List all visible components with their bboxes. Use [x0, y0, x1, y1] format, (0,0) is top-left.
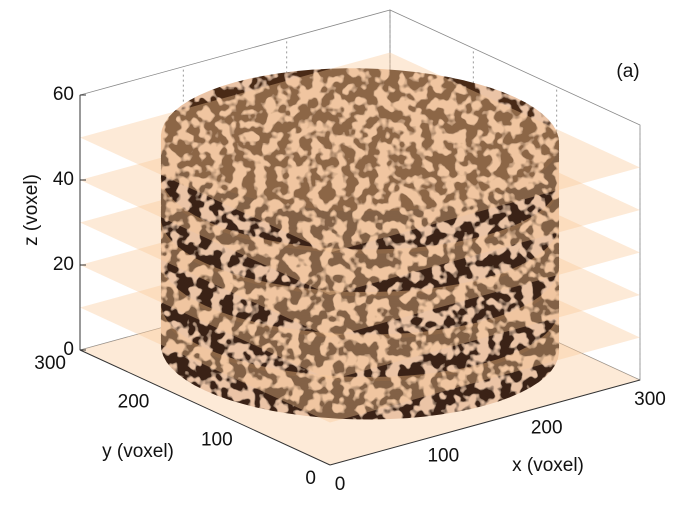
- x-tick-label: 300: [634, 389, 666, 410]
- z-axis-label: z (voxel): [21, 174, 42, 246]
- x-tick-label: 0: [335, 474, 346, 495]
- y-tick-label: 100: [201, 430, 233, 451]
- y-tick-label: 0: [305, 468, 316, 489]
- z-tick-label: 60: [53, 84, 74, 105]
- z-tick-label: 20: [53, 254, 74, 275]
- x-tick-label: 100: [427, 446, 459, 467]
- z-tick-label: 40: [53, 169, 74, 190]
- plot: 020406001002003000100200300 (a) z (voxel…: [0, 0, 683, 505]
- panel-label: (a): [616, 61, 639, 82]
- x-axis-label: x (voxel): [512, 455, 584, 476]
- x-tick-label: 200: [531, 417, 563, 438]
- y-tick-label: 300: [34, 353, 66, 374]
- y-tick-label: 200: [118, 391, 150, 412]
- y-axis-label: y (voxel): [102, 441, 174, 462]
